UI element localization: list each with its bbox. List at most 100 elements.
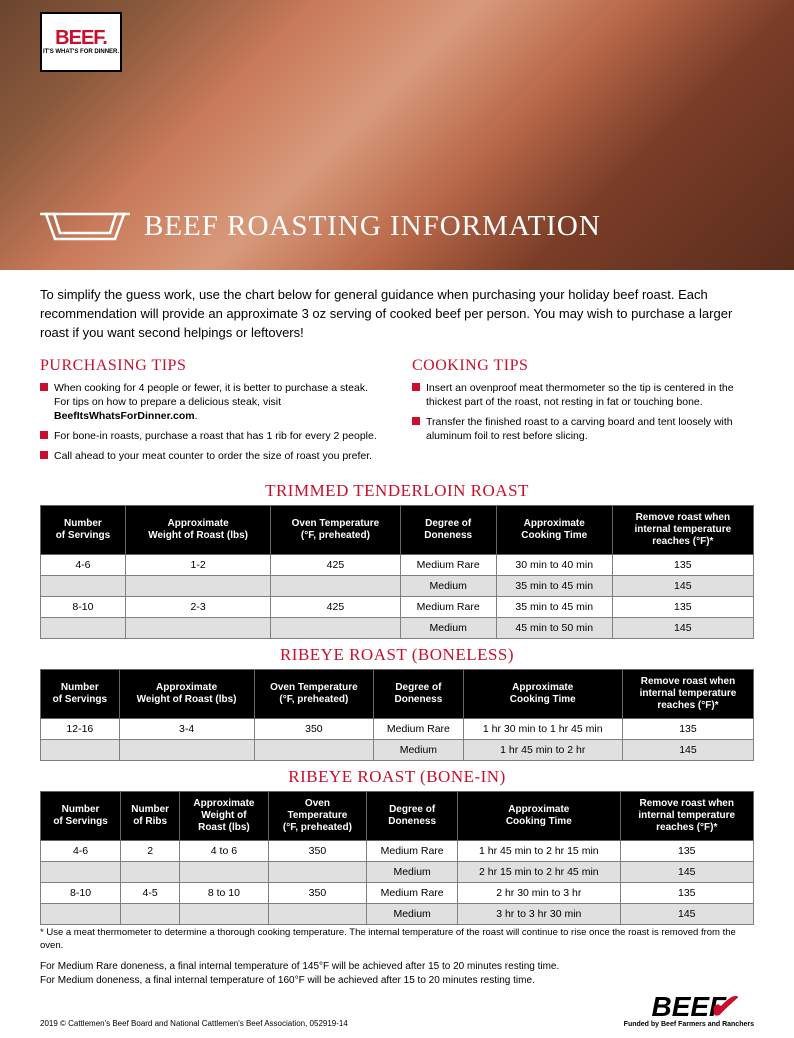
column-header: Remove roast wheninternal temperaturerea… xyxy=(622,670,753,719)
table-cell: 8-10 xyxy=(41,883,121,904)
column-header: ApproximateWeight of Roast (lbs) xyxy=(119,670,254,719)
table-cell: Medium Rare xyxy=(400,597,496,618)
table-cell: 145 xyxy=(612,618,753,639)
purchasing-heading: PURCHASING TIPS xyxy=(40,357,382,375)
tips-columns: PURCHASING TIPS When cooking for 4 peopl… xyxy=(40,357,754,470)
table-row: Medium3 hr to 3 hr 30 min145 xyxy=(41,904,754,925)
column-header: OvenTemperature(°F, preheated) xyxy=(268,792,366,841)
bullet-icon xyxy=(412,383,420,391)
table3-title: RIBEYE ROAST (BONE-IN) xyxy=(40,767,754,787)
table-cell xyxy=(254,740,374,761)
table-cell: 3 hr to 3 hr 30 min xyxy=(458,904,620,925)
cooking-tips: COOKING TIPS Insert an ovenproof meat th… xyxy=(412,357,754,470)
table-cell xyxy=(271,618,400,639)
table-cell: 135 xyxy=(620,841,754,862)
doneness-notes: For Medium Rare doneness, a final intern… xyxy=(40,960,754,987)
column-header: ApproximateCooking Time xyxy=(463,670,622,719)
table-cell: Medium xyxy=(367,862,458,883)
table-cell xyxy=(271,576,400,597)
table-cell xyxy=(41,904,121,925)
intro-paragraph: To simplify the guess work, use the char… xyxy=(40,286,754,343)
column-header: ApproximateWeight ofRoast (lbs) xyxy=(180,792,269,841)
column-header: Oven Temperature(°F, preheated) xyxy=(254,670,374,719)
cooking-tip-text: Insert an ovenproof meat thermometer so … xyxy=(426,381,754,409)
purchasing-tip-item: For bone-in roasts, purchase a roast tha… xyxy=(40,429,382,443)
purchasing-tip-item: Call ahead to your meat counter to order… xyxy=(40,449,382,463)
column-header: ApproximateWeight of Roast (lbs) xyxy=(125,506,270,555)
column-header: ApproximateCooking Time xyxy=(496,506,612,555)
column-header: Degree ofDoneness xyxy=(400,506,496,555)
table-cell xyxy=(121,862,180,883)
footer-row: 2019 © Cattlemen's Beef Board and Nation… xyxy=(40,991,754,1028)
ribeye-bonein-table: Numberof ServingsNumberof RibsApproximat… xyxy=(40,791,754,925)
table-cell: Medium xyxy=(400,576,496,597)
table-cell: 12-16 xyxy=(41,719,120,740)
content-area: To simplify the guess work, use the char… xyxy=(0,270,794,1038)
purchasing-tip-text: When cooking for 4 people or fewer, it i… xyxy=(54,381,382,424)
table-cell xyxy=(41,618,126,639)
table-cell: Medium Rare xyxy=(367,883,458,904)
bullet-icon xyxy=(40,383,48,391)
table-cell: 4 to 6 xyxy=(180,841,269,862)
purchasing-tips: PURCHASING TIPS When cooking for 4 peopl… xyxy=(40,357,382,470)
table-cell xyxy=(121,904,180,925)
table-row: 12-163-4350Medium Rare1 hr 30 min to 1 h… xyxy=(41,719,754,740)
column-header: Degree ofDoneness xyxy=(374,670,463,719)
column-header: ApproximateCooking Time xyxy=(458,792,620,841)
footer-brand: BEEF ✔ xyxy=(651,991,726,1023)
table-cell: 2-3 xyxy=(125,597,270,618)
note-medium: For Medium doneness, a final internal te… xyxy=(40,974,754,988)
table-cell: 1 hr 45 min to 2 hr xyxy=(463,740,622,761)
table-cell: 2 xyxy=(121,841,180,862)
column-header: Oven Temperature(°F, preheated) xyxy=(271,506,400,555)
cooking-heading: COOKING TIPS xyxy=(412,357,754,375)
table2-title: RIBEYE ROAST (BONELESS) xyxy=(40,645,754,665)
purchasing-tip-item: When cooking for 4 people or fewer, it i… xyxy=(40,381,382,424)
brand-logo-bottom: BEEF ✔ Funded by Beef Farmers and Ranche… xyxy=(624,991,754,1028)
table-row: Medium2 hr 15 min to 2 hr 45 min145 xyxy=(41,862,754,883)
table-row: Medium1 hr 45 min to 2 hr145 xyxy=(41,740,754,761)
table-cell: 135 xyxy=(622,719,753,740)
table-cell: 8 to 10 xyxy=(180,883,269,904)
table-cell: 4-6 xyxy=(41,841,121,862)
table-cell: 2 hr 15 min to 2 hr 45 min xyxy=(458,862,620,883)
column-header: Numberof Servings xyxy=(41,792,121,841)
table-cell: Medium Rare xyxy=(367,841,458,862)
tenderloin-table: Numberof ServingsApproximateWeight of Ro… xyxy=(40,505,754,639)
table-row: 8-102-3425Medium Rare35 min to 45 min135 xyxy=(41,597,754,618)
table-cell: Medium Rare xyxy=(400,555,496,576)
table-cell xyxy=(180,904,269,925)
hero-image: BEEF. IT'S WHAT'S FOR DINNER. BEEF ROAST… xyxy=(0,0,794,270)
table-cell: 35 min to 45 min xyxy=(496,597,612,618)
purchasing-tip-text: Call ahead to your meat counter to order… xyxy=(54,449,382,463)
table-row: 4-61-2425Medium Rare30 min to 40 min135 xyxy=(41,555,754,576)
table-cell xyxy=(41,740,120,761)
table-row: Medium35 min to 45 min145 xyxy=(41,576,754,597)
column-header: Remove roast wheninternal temperaturerea… xyxy=(612,506,753,555)
table-cell xyxy=(125,618,270,639)
table-cell: 3-4 xyxy=(119,719,254,740)
cooking-tip-item: Insert an ovenproof meat thermometer so … xyxy=(412,381,754,409)
ribeye-boneless-table: Numberof ServingsApproximateWeight of Ro… xyxy=(40,669,754,761)
hero-title-bar: BEEF ROASTING INFORMATION xyxy=(40,204,754,248)
table-row: 8-104-58 to 10350Medium Rare2 hr 30 min … xyxy=(41,883,754,904)
table-cell: 350 xyxy=(268,841,366,862)
note-medium-rare: For Medium Rare doneness, a final intern… xyxy=(40,960,754,974)
column-header: Degree ofDoneness xyxy=(367,792,458,841)
bullet-icon xyxy=(412,417,420,425)
table-cell: 1 hr 30 min to 1 hr 45 min xyxy=(463,719,622,740)
logo-tagline: IT'S WHAT'S FOR DINNER. xyxy=(43,49,119,55)
table-cell xyxy=(41,576,126,597)
table-cell: 145 xyxy=(620,862,754,883)
bullet-icon xyxy=(40,431,48,439)
table-cell: 135 xyxy=(612,597,753,618)
table-cell: 350 xyxy=(254,719,374,740)
table-cell xyxy=(41,862,121,883)
table-cell: 45 min to 50 min xyxy=(496,618,612,639)
table-cell xyxy=(180,862,269,883)
table-cell: 2 hr 30 min to 3 hr xyxy=(458,883,620,904)
table-cell: 1 hr 45 min to 2 hr 15 min xyxy=(458,841,620,862)
table-cell xyxy=(268,862,366,883)
column-header: Remove roast wheninternal temperaturerea… xyxy=(620,792,754,841)
table1-title: TRIMMED TENDERLOIN ROAST xyxy=(40,481,754,501)
